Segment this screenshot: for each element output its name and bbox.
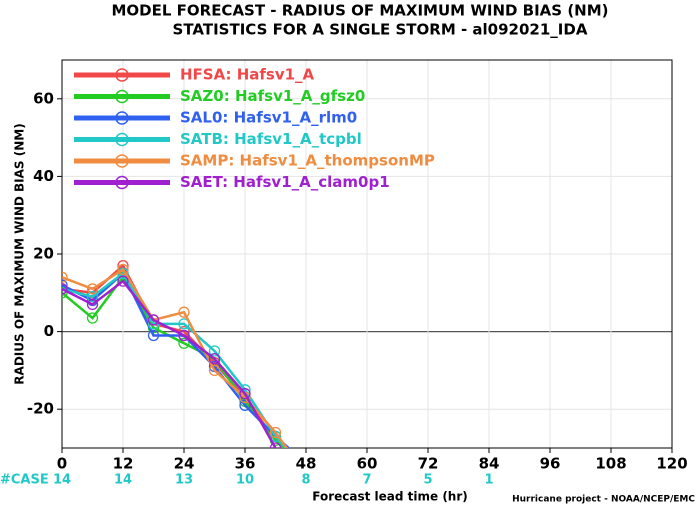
legend-marker: [115, 132, 129, 147]
chart-subtitle: STATISTICS FOR A SINGLE STORM - al092021…: [173, 21, 588, 39]
x-tick-label: 72: [418, 455, 439, 473]
x-tick-label: 48: [296, 455, 317, 473]
data-point: [239, 399, 251, 411]
data-point: [208, 345, 221, 357]
y-tick-label: 40: [33, 167, 54, 185]
case-count: 1: [484, 473, 493, 488]
data-point: [269, 442, 282, 448]
footer: Hurricane project - NOAA/NCEP/EMC: [512, 495, 695, 505]
x-tick-label: 60: [357, 455, 378, 473]
y-tick-label: 20: [33, 245, 54, 263]
legend-marker: [115, 89, 129, 104]
case-count: 14: [114, 473, 132, 488]
legend-marker: [115, 175, 129, 190]
legend-label: SAMP: Hafsv1_A_thompsonMP: [180, 152, 435, 170]
x-tick-label: 12: [113, 455, 134, 473]
data-point: [86, 283, 99, 295]
case-label: #CASE: [0, 473, 49, 488]
legend-marker: [115, 68, 129, 82]
data-point: [208, 353, 221, 365]
data-point: [147, 329, 160, 342]
data-point: [208, 364, 221, 377]
data-point: [178, 329, 190, 342]
y-tick-label: -20: [27, 400, 54, 418]
data-point: [62, 271, 68, 283]
x-tick-label: 24: [174, 455, 195, 473]
plot-frame: [61, 59, 673, 449]
legend-marker: [115, 111, 129, 125]
data-point: [86, 291, 99, 303]
x-tick-label: 108: [595, 455, 626, 473]
data-point: [178, 306, 190, 318]
data-point: [269, 426, 282, 439]
x-axis-label: Forecast lead time (hr): [312, 490, 468, 504]
data-point: [86, 298, 99, 311]
legend-label: SAZ0: Hafsv1_A_gfsz0: [180, 87, 365, 105]
series-line: [62, 267, 289, 448]
legend-label: SAL0: Hafsv1_A_rlm0: [180, 109, 357, 127]
case-count: 7: [362, 473, 371, 488]
data-point: [147, 314, 160, 326]
x-tick-label: 0: [57, 455, 67, 473]
y-tick-label: 0: [44, 322, 54, 340]
legend-marker: [115, 154, 129, 168]
series-line: [62, 279, 278, 448]
case-count: 8: [301, 473, 310, 488]
case-count: 10: [236, 473, 254, 488]
legend-label: SAET: Hafsv1_A_clam0p1: [180, 173, 390, 191]
data-point: [62, 279, 68, 291]
y-axis-label: RADIUS OF MAXIMUM WIND BIAS (NM): [13, 123, 27, 384]
data-point: [117, 263, 129, 276]
legend-label: SATB: Hafsv1_A_tcpbl: [180, 130, 362, 148]
legend-label: HFSA: Hafsv1_A: [180, 66, 315, 84]
x-tick-label: 36: [235, 455, 256, 473]
case-count: 14: [53, 473, 71, 488]
data-point: [239, 388, 251, 400]
x-tick-label: 96: [540, 455, 561, 473]
case-count: 5: [423, 473, 432, 488]
x-tick-label: 84: [479, 455, 500, 473]
x-tick-label: 120: [656, 455, 687, 473]
series-group: [62, 259, 291, 448]
case-count: 13: [175, 473, 193, 488]
y-tick-label: 60: [33, 89, 54, 107]
data-point: [117, 275, 129, 287]
data-point: [178, 337, 190, 349]
data-point: [86, 312, 99, 324]
chart-title: MODEL FORECAST - RADIUS OF MAXIMUM WIND …: [111, 2, 608, 20]
data-point: [62, 283, 68, 295]
